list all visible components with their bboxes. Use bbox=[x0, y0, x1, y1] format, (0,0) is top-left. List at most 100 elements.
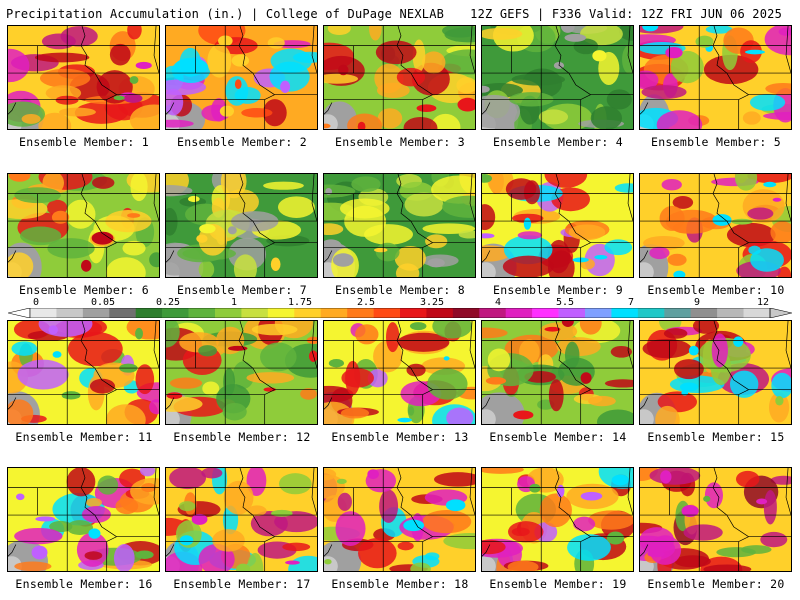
precip-field-map bbox=[482, 26, 633, 129]
colorbar-swatch bbox=[56, 308, 84, 318]
colorbar-swatch bbox=[215, 308, 242, 318]
colorbar-tick-label: 5.5 bbox=[555, 297, 575, 308]
ensemble-map-panel bbox=[165, 467, 318, 572]
ensemble-map-panel bbox=[7, 320, 160, 425]
precip-field-map bbox=[324, 468, 475, 571]
ensemble-map-panel bbox=[323, 467, 476, 572]
colorbar-swatch bbox=[690, 308, 718, 318]
ensemble-map-panel bbox=[7, 467, 160, 572]
colorbar-tick-label: 9 bbox=[693, 297, 701, 308]
ensemble-map-panel bbox=[639, 467, 792, 572]
colorbar-swatch bbox=[400, 308, 427, 318]
state-boundaries bbox=[166, 26, 317, 129]
state-boundaries bbox=[166, 174, 317, 277]
ensemble-map-panel bbox=[7, 173, 160, 278]
colorbar-swatch bbox=[637, 308, 665, 318]
ensemble-member-label: Ensemble Member: 15 bbox=[647, 430, 785, 444]
state-boundaries bbox=[324, 468, 475, 571]
ensemble-map-panel bbox=[639, 25, 792, 130]
precip-field-map bbox=[640, 26, 791, 129]
precip-field-map bbox=[482, 468, 633, 571]
state-boundaries bbox=[324, 321, 475, 424]
ensemble-map-panel bbox=[481, 320, 634, 425]
colorbar-max-arrow bbox=[769, 308, 792, 318]
precip-field-map bbox=[8, 468, 159, 571]
precip-field-map bbox=[8, 26, 159, 129]
colorbar-tick-label: 3.25 bbox=[419, 297, 445, 308]
colorbar-swatch bbox=[585, 308, 612, 318]
ensemble-member-label: Ensemble Member: 14 bbox=[489, 430, 627, 444]
precip-field-map bbox=[640, 321, 791, 424]
ensemble-member-label: Ensemble Member: 12 bbox=[173, 430, 311, 444]
colorbar-swatch bbox=[479, 308, 507, 318]
state-boundaries bbox=[640, 321, 791, 424]
ensemble-member-label: Ensemble Member: 16 bbox=[15, 577, 153, 591]
colorbar-tick-label: 0 bbox=[32, 297, 40, 308]
precip-field-map bbox=[640, 468, 791, 571]
ensemble-member-label: Ensemble Member: 18 bbox=[331, 577, 469, 591]
ensemble-map-panel bbox=[7, 25, 160, 130]
colorbar bbox=[8, 308, 792, 318]
state-boundaries bbox=[482, 26, 633, 129]
precip-field-map bbox=[324, 174, 475, 277]
ensemble-member-label: Ensemble Member: 7 bbox=[176, 283, 308, 297]
colorbar-swatch bbox=[452, 308, 480, 318]
colorbar-swatch bbox=[294, 308, 322, 318]
ensemble-map-panel bbox=[639, 320, 792, 425]
state-boundaries bbox=[640, 174, 791, 277]
ensemble-member-label: Ensemble Member: 8 bbox=[334, 283, 466, 297]
colorbar-swatch bbox=[162, 308, 189, 318]
ensemble-map-panel bbox=[165, 320, 318, 425]
state-boundaries bbox=[166, 468, 317, 571]
ensemble-member-label: Ensemble Member: 20 bbox=[647, 577, 785, 591]
colorbar-tick-labels: 0 0.05 0.25 1 1.75 2.5 3.25 4 5.5 7 9 12 bbox=[8, 297, 792, 308]
colorbar-legend: 0 0.05 0.25 1 1.75 2.5 3.25 4 5.5 7 9 12 bbox=[8, 297, 792, 319]
ensemble-map-panel bbox=[165, 25, 318, 130]
state-boundaries bbox=[482, 321, 633, 424]
colorbar-swatch bbox=[664, 308, 692, 318]
colorbar-swatch bbox=[532, 308, 559, 318]
colorbar-swatch bbox=[188, 308, 216, 318]
colorbar-swatch bbox=[717, 308, 744, 318]
state-boundaries bbox=[640, 468, 791, 571]
ensemble-member-label: Ensemble Member: 5 bbox=[650, 135, 782, 149]
colorbar-swatch bbox=[611, 308, 639, 318]
ensemble-map-panel bbox=[639, 173, 792, 278]
state-boundaries bbox=[166, 321, 317, 424]
precip-field-map bbox=[166, 26, 317, 129]
colorbar-swatch bbox=[373, 308, 401, 318]
colorbar-min-arrow bbox=[8, 308, 31, 318]
ensemble-member-label: Ensemble Member: 4 bbox=[492, 135, 624, 149]
ensemble-map-panel bbox=[323, 173, 476, 278]
ensemble-member-label: Ensemble Member: 19 bbox=[489, 577, 627, 591]
ensemble-member-label: Ensemble Member: 6 bbox=[18, 283, 150, 297]
header: Precipitation Accumulation (in.) | Colle… bbox=[0, 0, 800, 26]
ensemble-member-label: Ensemble Member: 10 bbox=[647, 283, 785, 297]
ensemble-member-label: Ensemble Member: 17 bbox=[173, 577, 311, 591]
colorbar-swatch bbox=[135, 308, 163, 318]
state-boundaries bbox=[482, 468, 633, 571]
colorbar-swatch bbox=[109, 308, 137, 318]
precip-field-map bbox=[324, 321, 475, 424]
precip-field-map bbox=[482, 321, 633, 424]
state-boundaries bbox=[324, 174, 475, 277]
precip-field-map bbox=[482, 174, 633, 277]
precip-field-map bbox=[166, 174, 317, 277]
colorbar-tick-label: 1.75 bbox=[287, 297, 313, 308]
ensemble-map-panel bbox=[165, 173, 318, 278]
ensemble-map-panel bbox=[323, 25, 476, 130]
colorbar-tick-label: 4 bbox=[494, 297, 502, 308]
state-boundaries bbox=[8, 26, 159, 129]
ensemble-map-panel bbox=[481, 467, 634, 572]
state-boundaries bbox=[324, 26, 475, 129]
colorbar-swatch bbox=[267, 308, 295, 318]
colorbar-tick-label: 0.25 bbox=[155, 297, 181, 308]
colorbar-swatch bbox=[347, 308, 374, 318]
state-boundaries bbox=[640, 26, 791, 129]
colorbar-swatch bbox=[558, 308, 586, 318]
state-boundaries bbox=[8, 321, 159, 424]
colorbar-tick-label: 2.5 bbox=[356, 297, 376, 308]
colorbar-tick-label: 12 bbox=[756, 297, 770, 308]
precip-field-map bbox=[324, 26, 475, 129]
state-boundaries bbox=[8, 468, 159, 571]
